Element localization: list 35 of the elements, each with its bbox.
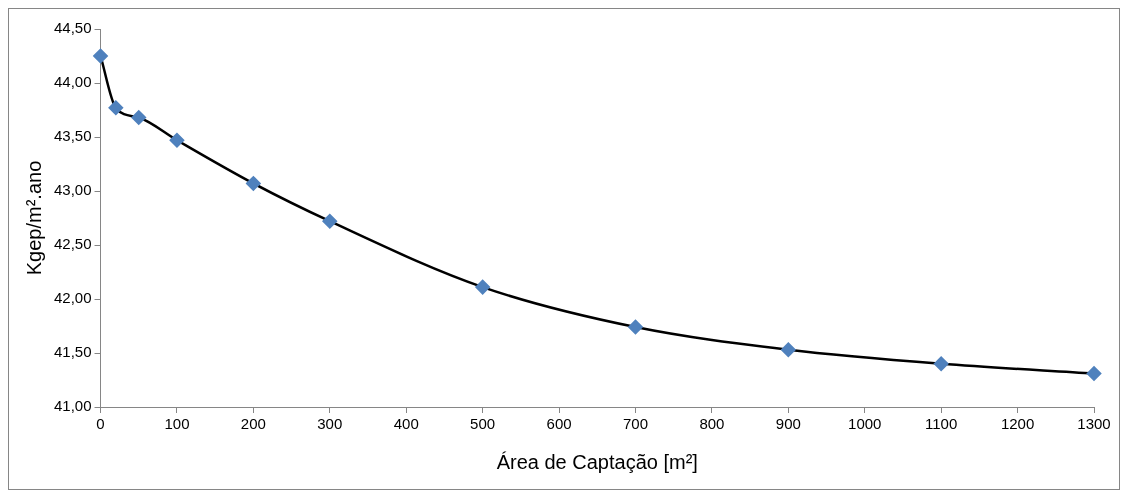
- x-tick-label: 1300: [1077, 415, 1111, 433]
- x-tick-label: 800: [699, 415, 725, 433]
- y-tick-label: 41,00: [53, 397, 92, 415]
- y-tick-label: 43,50: [53, 127, 92, 145]
- y-tick-label: 42,50: [53, 235, 92, 253]
- y-tick-label: 44,00: [53, 73, 92, 91]
- y-axis-title: Kgep/m².ano: [22, 160, 45, 276]
- x-tick-label: 1000: [848, 415, 882, 433]
- point: [933, 356, 949, 372]
- point: [108, 100, 124, 116]
- x-tick-label: 200: [240, 415, 266, 433]
- point: [131, 110, 146, 125]
- point: [246, 176, 261, 191]
- x-tick-label: 500: [470, 415, 496, 433]
- x-tick-label: 600: [546, 415, 572, 433]
- x-axis-title: Área de Captação [m²]: [496, 450, 698, 473]
- point: [322, 213, 338, 229]
- x-tick-label: 0: [96, 415, 105, 433]
- y-tick-label: 43,00: [53, 181, 92, 199]
- x-tick-label: 900: [775, 415, 801, 433]
- point: [781, 342, 796, 358]
- x-tick-label: 300: [317, 415, 343, 433]
- point: [628, 319, 643, 335]
- point: [93, 48, 108, 64]
- x-tick-label: 700: [622, 415, 648, 433]
- y-tick-label: 41,50: [53, 343, 92, 361]
- x-tick-label: 100: [164, 415, 190, 433]
- x-tick-label: 400: [393, 415, 419, 433]
- point: [169, 132, 185, 148]
- y-tick-label: 44,50: [53, 19, 92, 37]
- x-tick-label: 1100: [925, 415, 958, 433]
- point: [1086, 366, 1102, 381]
- y-tick-label: 42,00: [53, 289, 92, 307]
- point: [475, 279, 490, 295]
- x-tick-label: 1200: [1000, 415, 1035, 433]
